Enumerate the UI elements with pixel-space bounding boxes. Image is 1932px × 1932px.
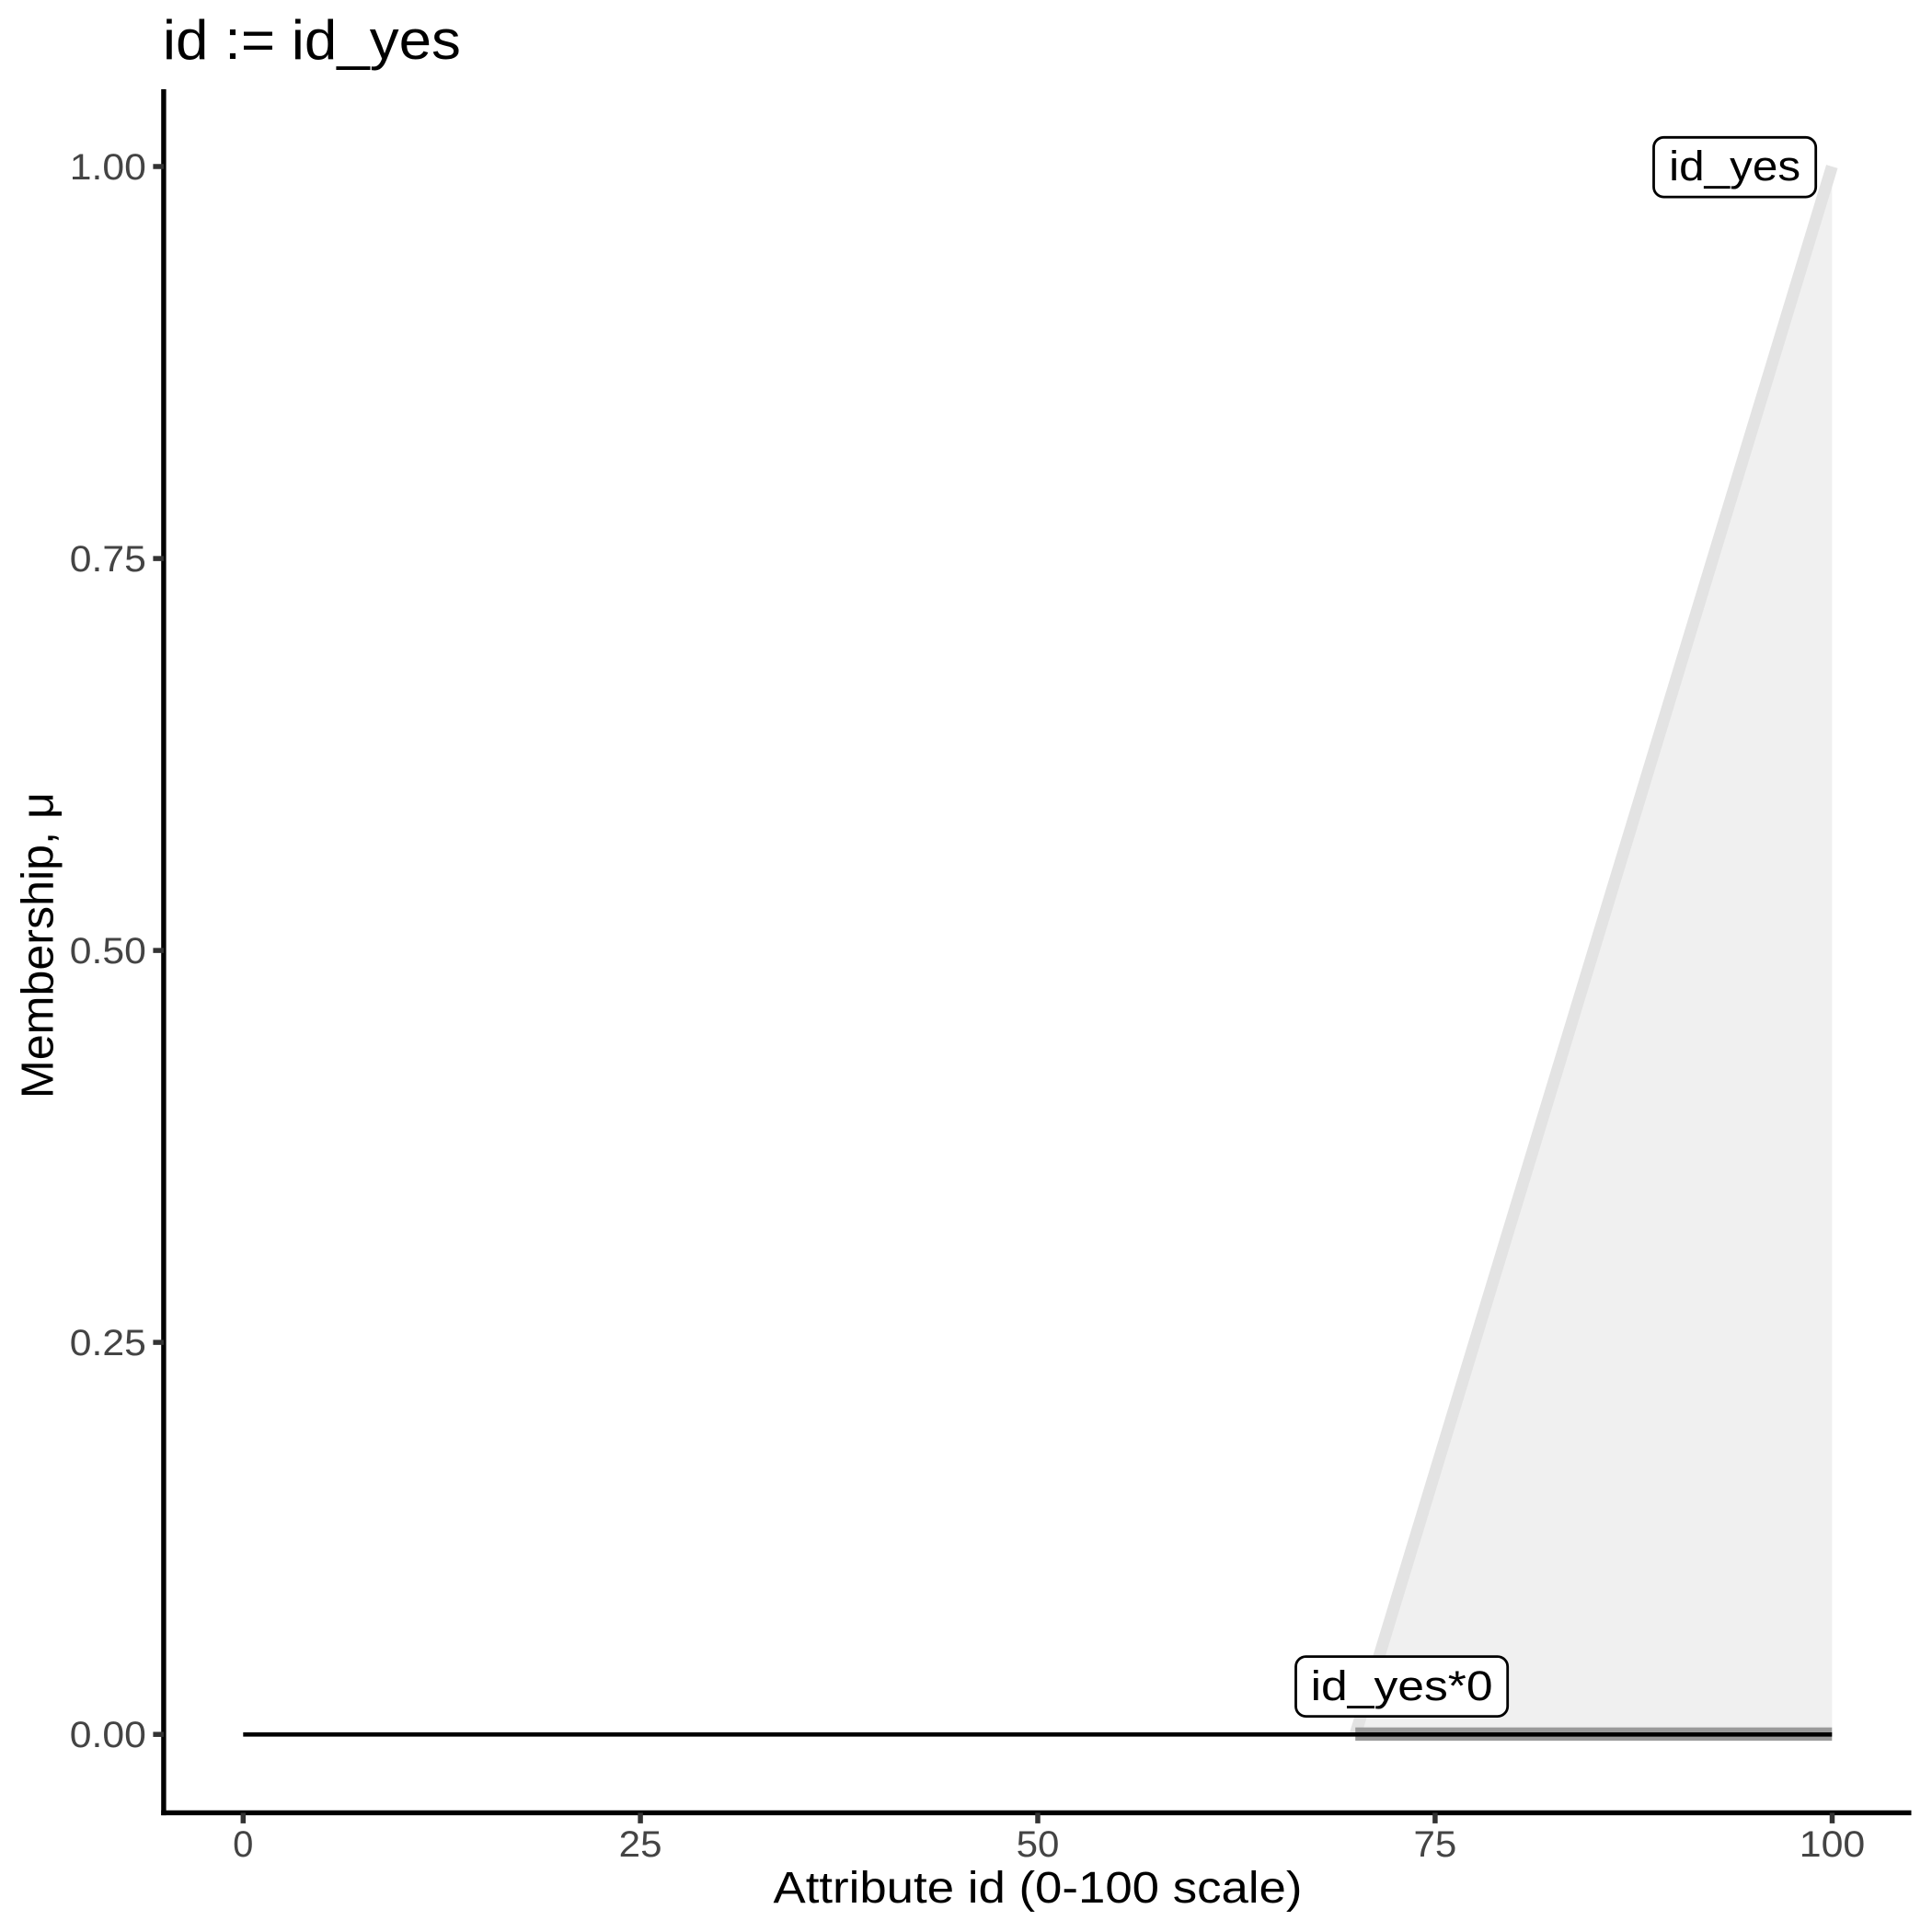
svg-text:0.75: 0.75 bbox=[70, 539, 146, 580]
svg-text:100: 100 bbox=[1800, 1824, 1866, 1865]
svg-text:0.50: 0.50 bbox=[70, 931, 146, 972]
svg-text:Attribute id (0-100 scale): Attribute id (0-100 scale) bbox=[774, 1863, 1303, 1913]
svg-text:75: 75 bbox=[1414, 1824, 1457, 1865]
svg-text:Membership, μ: Membership, μ bbox=[13, 792, 63, 1098]
svg-text:id_yes: id_yes bbox=[1669, 143, 1800, 190]
svg-text:id_yes*0: id_yes*0 bbox=[1311, 1662, 1493, 1709]
svg-text:1.00: 1.00 bbox=[70, 147, 146, 188]
svg-text:0.00: 0.00 bbox=[70, 1715, 146, 1755]
svg-text:25: 25 bbox=[619, 1824, 662, 1865]
svg-text:id := id_yes: id := id_yes bbox=[163, 9, 461, 71]
svg-text:0.25: 0.25 bbox=[70, 1323, 146, 1363]
svg-text:50: 50 bbox=[1017, 1824, 1060, 1865]
svg-text:0: 0 bbox=[233, 1824, 253, 1865]
